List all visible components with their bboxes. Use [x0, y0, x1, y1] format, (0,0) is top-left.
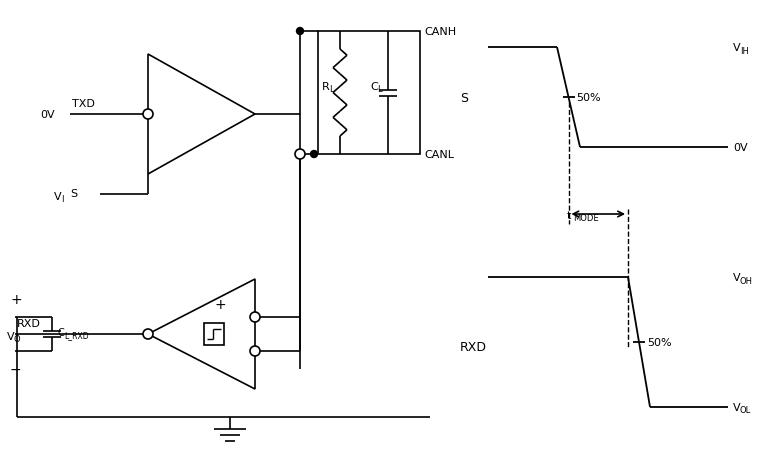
Text: OL: OL [740, 406, 751, 414]
Circle shape [143, 329, 153, 339]
Text: IH: IH [740, 46, 749, 56]
Circle shape [296, 28, 303, 36]
Text: CANL: CANL [424, 150, 454, 160]
Text: 50%: 50% [647, 337, 672, 347]
Text: S: S [70, 188, 77, 199]
Text: O: O [14, 335, 21, 344]
Text: V: V [54, 192, 61, 201]
Circle shape [250, 313, 260, 322]
Circle shape [143, 110, 153, 120]
Text: V: V [733, 43, 740, 53]
Text: L: L [329, 85, 333, 94]
Text: V: V [7, 332, 15, 341]
Text: MODE: MODE [574, 214, 599, 223]
Circle shape [250, 346, 260, 356]
Bar [204, 323, 223, 345]
Text: 0V: 0V [733, 143, 747, 153]
Text: I: I [61, 195, 64, 204]
Circle shape [310, 151, 317, 158]
Text: C: C [57, 327, 64, 337]
Circle shape [295, 150, 305, 160]
Text: L_RXD: L_RXD [64, 331, 88, 340]
Text: 0V: 0V [40, 110, 55, 120]
Text: TXD: TXD [72, 99, 95, 109]
Bar [318, 32, 420, 155]
Text: R: R [322, 81, 329, 91]
Text: V: V [733, 402, 740, 412]
Text: t: t [567, 211, 571, 220]
Text: +: + [10, 292, 22, 307]
Text: 50%: 50% [577, 93, 601, 103]
Text: −: − [10, 362, 22, 376]
Text: C: C [370, 81, 378, 91]
Text: CANH: CANH [424, 27, 456, 37]
Text: RXD: RXD [460, 341, 487, 354]
Text: OH: OH [740, 276, 753, 285]
Text: V: V [733, 272, 740, 282]
Text: S: S [460, 91, 468, 104]
Text: L: L [377, 85, 382, 94]
Text: RXD: RXD [17, 319, 41, 328]
Text: +: + [214, 297, 226, 311]
